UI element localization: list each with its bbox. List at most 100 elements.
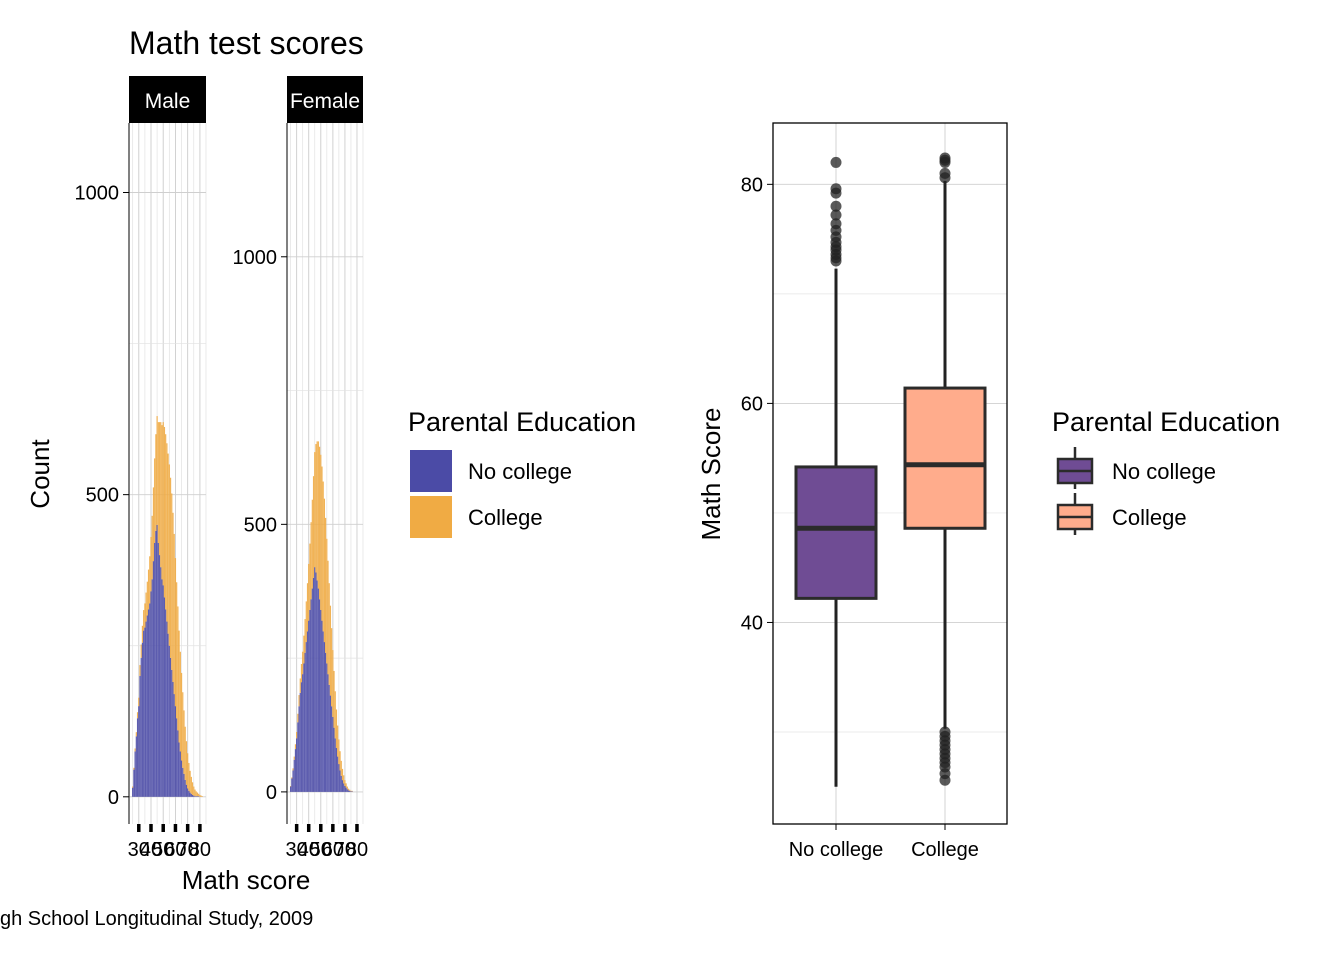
- box-legend-label-college: College: [1112, 505, 1187, 530]
- hist-bar-college: [326, 538, 328, 664]
- hist-bar-no-college: [332, 716, 334, 792]
- hist-bar-college: [291, 777, 293, 779]
- hist-bar-college: [187, 753, 189, 789]
- hist-bar-no-college: [179, 751, 181, 797]
- hist-bar-college: [144, 603, 146, 628]
- hist-bar-college: [143, 610, 145, 631]
- hist-bar-college: [290, 786, 292, 787]
- hist-bar-college: [185, 741, 188, 785]
- hist-bar-no-college: [141, 642, 144, 797]
- hist-bar-college: [325, 517, 327, 653]
- hist-bar-no-college: [304, 652, 306, 792]
- hist-bar-college: [163, 426, 166, 598]
- hist-bar-no-college: [335, 748, 338, 792]
- hist-bar-college: [173, 533, 175, 695]
- hist-bar-no-college: [139, 675, 141, 797]
- hist-bar-college: [296, 731, 298, 739]
- hist-bar-college: [337, 725, 339, 757]
- hist-bar-college: [200, 795, 202, 797]
- hist-bar-college: [347, 788, 350, 791]
- hist-bar-college: [178, 630, 180, 743]
- box-series-no-college: [794, 156, 878, 787]
- hist-bar-college: [188, 762, 190, 791]
- hist-bar-no-college: [143, 630, 145, 797]
- hist-bar-college: [333, 670, 335, 728]
- hist-bar-college: [172, 512, 174, 682]
- hist-bar-no-college: [166, 621, 168, 797]
- hist-bar-college: [189, 770, 191, 793]
- hist-bar-no-college: [194, 796, 196, 797]
- hist-bar-no-college: [293, 759, 295, 792]
- hist-bar-no-college: [305, 642, 307, 792]
- hist-bar-college: [297, 713, 299, 723]
- hist-bar-no-college: [322, 631, 324, 792]
- hist-bar-no-college: [151, 579, 153, 797]
- hist-bar-college: [349, 789, 351, 791]
- hist-bar-no-college: [190, 793, 192, 797]
- hist-bar-college: [300, 664, 303, 683]
- boxplot-chart: 40 60 80 No college College Math Score: [696, 122, 1008, 861]
- hist-bar-college: [303, 635, 305, 664]
- hist-y-tick-label: 500: [86, 485, 119, 507]
- hist-x-tick-label: 40: [140, 839, 162, 861]
- hist-bar-no-college: [185, 784, 188, 797]
- hist-bar-college: [321, 466, 323, 621]
- box-panel-border: [772, 122, 1008, 825]
- hist-bar-college: [184, 726, 186, 780]
- hist-bar-college: [329, 605, 332, 696]
- hist-y-tick-label: 1000: [75, 182, 120, 204]
- hist-x-tick-label: 70: [177, 839, 199, 861]
- hist-bar-no-college: [158, 555, 161, 797]
- hist-bar-no-college: [291, 778, 293, 792]
- hist-bar-no-college: [140, 657, 142, 797]
- hist-bar-college: [304, 619, 306, 653]
- hist-bar-college: [150, 536, 152, 592]
- hist-bar-no-college: [178, 742, 180, 797]
- hist-legend: Parental Education No college College: [408, 407, 636, 538]
- hist-bar-college: [292, 768, 294, 771]
- hist-bar-no-college: [169, 657, 172, 797]
- box-x-tick-label: College: [911, 839, 979, 861]
- hist-bar-college: [147, 569, 150, 610]
- hist-bar-college: [314, 452, 316, 568]
- box-series-college: [903, 152, 987, 786]
- hist-bar-college: [179, 651, 181, 752]
- hist-bar-no-college: [155, 530, 157, 797]
- hist-bar-no-college: [152, 561, 155, 797]
- hist-bar-college: [146, 581, 148, 616]
- hist-bar-college: [320, 454, 322, 610]
- hist-bar-no-college: [345, 787, 347, 792]
- facet-strip: [287, 76, 363, 123]
- hist-bar-no-college: [172, 681, 174, 797]
- hist-bar-college: [315, 444, 317, 573]
- box-outlier: [939, 167, 951, 179]
- hist-bar-college: [335, 709, 338, 749]
- hist-bar-no-college: [290, 786, 292, 792]
- hist-bar-no-college: [321, 620, 323, 792]
- hist-bar-college: [302, 651, 304, 675]
- box-outlier: [830, 218, 842, 230]
- hist-bar-no-college: [308, 620, 310, 792]
- hist-bar-college: [135, 732, 137, 737]
- hist-bar-college: [346, 786, 348, 790]
- hist-bar-college: [190, 776, 192, 794]
- hist-bar-no-college: [191, 794, 194, 797]
- hist-bar-no-college: [326, 663, 328, 792]
- hist-bar-college: [340, 760, 342, 776]
- hist-bar-college: [332, 650, 334, 717]
- hist-x-tick-label: 60: [322, 839, 344, 861]
- hist-legend-key-no-college: [410, 450, 452, 492]
- chart-title: Math test scores: [129, 25, 364, 61]
- box-outlier: [939, 152, 951, 164]
- hist-bar-no-college: [306, 631, 309, 792]
- hist-bar-no-college: [344, 786, 346, 792]
- hist-bar-no-college: [138, 706, 140, 797]
- hist-bar-no-college: [174, 706, 177, 797]
- hist-bar-college: [155, 434, 157, 531]
- hist-bar-college: [201, 796, 203, 797]
- hist-bar-college: [171, 493, 173, 670]
- hist-bar-college: [196, 792, 199, 797]
- hist-bar-no-college: [144, 627, 146, 797]
- hist-bar-college: [328, 583, 330, 685]
- box-y-tick-label: 60: [741, 393, 763, 415]
